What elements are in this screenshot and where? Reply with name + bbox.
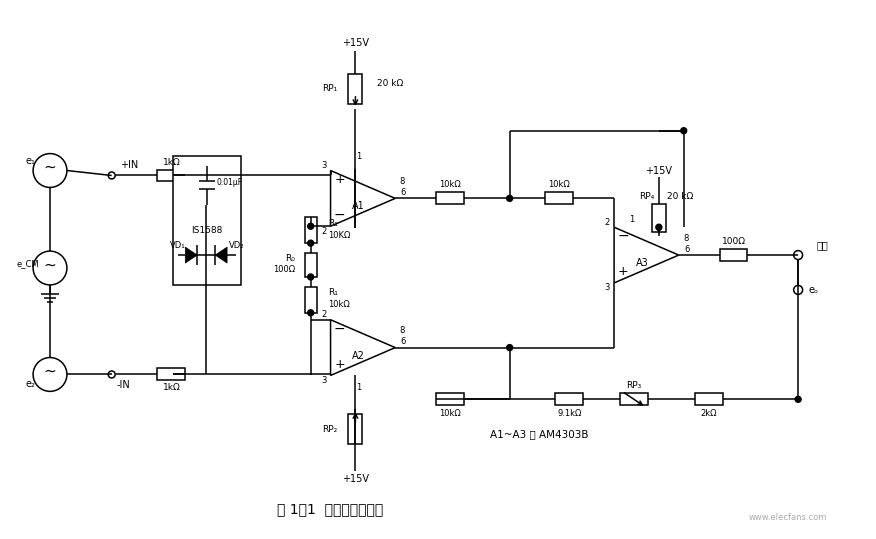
Text: 3: 3 [604, 284, 610, 292]
Text: 6: 6 [400, 188, 406, 197]
Bar [173, 156, 241, 285]
Text: 1kΩ: 1kΩ [163, 158, 180, 167]
Text: 10KΩ: 10KΩ [328, 231, 351, 240]
Bar [546, 192, 573, 204]
Text: 6: 6 [684, 245, 689, 254]
Text: R₁: R₁ [328, 219, 338, 228]
Text: 6: 6 [400, 337, 406, 346]
Text: A1: A1 [352, 202, 364, 211]
Text: 8: 8 [683, 234, 689, 243]
Text: A1~A3 为 AM4303B: A1~A3 为 AM4303B [491, 429, 589, 439]
Bar [620, 393, 648, 405]
Bar [436, 393, 464, 405]
Bar [158, 369, 186, 381]
Text: 10kΩ: 10kΩ [328, 300, 350, 309]
Text: 20 kΩ: 20 kΩ [667, 192, 693, 201]
Circle shape [506, 344, 512, 350]
Text: +IN: +IN [120, 160, 138, 170]
Bar [349, 414, 363, 444]
Text: 2: 2 [321, 310, 326, 319]
Text: www.elecfans.com: www.elecfans.com [749, 513, 827, 522]
Text: 0.01μF: 0.01μF [216, 178, 242, 187]
Text: e₁: e₁ [25, 156, 35, 165]
Circle shape [681, 128, 687, 134]
Text: 9.1kΩ: 9.1kΩ [557, 409, 582, 418]
Text: 2kΩ: 2kΩ [700, 409, 717, 418]
Text: 10kΩ: 10kΩ [439, 180, 461, 189]
Text: 100Ω: 100Ω [722, 237, 745, 246]
Text: 100Ω: 100Ω [272, 266, 294, 274]
Bar [305, 217, 316, 243]
Text: 1: 1 [356, 383, 361, 392]
Text: IS1588: IS1588 [192, 226, 223, 234]
Text: 输出: 输出 [816, 240, 828, 250]
Bar [652, 204, 666, 232]
Bar [158, 170, 186, 182]
Bar [555, 393, 583, 405]
Text: e₂: e₂ [25, 379, 35, 389]
Text: ~: ~ [44, 160, 56, 175]
Circle shape [795, 396, 802, 402]
Circle shape [656, 224, 662, 230]
Text: 10kΩ: 10kΩ [439, 409, 461, 418]
Text: +: + [335, 358, 345, 371]
Text: VD₂: VD₂ [230, 240, 244, 250]
Text: RP₂: RP₂ [322, 425, 337, 434]
Text: +15V: +15V [342, 474, 369, 484]
Text: ~: ~ [44, 364, 56, 379]
Text: -IN: -IN [117, 381, 131, 390]
Text: 1: 1 [629, 215, 634, 224]
Text: −: − [618, 229, 629, 243]
Text: 10kΩ: 10kΩ [548, 180, 570, 189]
Text: 3: 3 [321, 161, 326, 170]
Text: 20 kΩ: 20 kΩ [378, 79, 404, 88]
Text: RP₄: RP₄ [639, 192, 653, 201]
Bar [695, 393, 723, 405]
Text: +: + [335, 173, 345, 186]
Text: −: − [334, 322, 345, 336]
Circle shape [307, 310, 314, 316]
Text: −: − [334, 208, 345, 222]
Text: A3: A3 [636, 258, 648, 268]
Bar [436, 192, 464, 204]
Text: R₁: R₁ [328, 288, 338, 298]
Text: VD₁: VD₁ [170, 240, 185, 250]
Text: e_CM: e_CM [17, 259, 39, 268]
Text: eₒ: eₒ [808, 285, 818, 295]
Text: 8: 8 [399, 326, 405, 335]
Bar [305, 287, 316, 313]
Text: 2: 2 [321, 227, 326, 236]
Text: +15V: +15V [342, 38, 369, 48]
Text: ~: ~ [44, 258, 56, 273]
Text: RP₃: RP₃ [626, 381, 641, 390]
Circle shape [307, 240, 314, 246]
Text: +15V: +15V [646, 165, 673, 176]
Text: 2: 2 [604, 218, 610, 227]
Circle shape [307, 274, 314, 280]
Bar [719, 249, 747, 261]
Text: R₀: R₀ [285, 253, 294, 262]
Text: A2: A2 [352, 350, 364, 361]
Polygon shape [186, 247, 197, 263]
Text: RP₁: RP₁ [322, 85, 337, 93]
Bar [349, 74, 363, 104]
Circle shape [506, 195, 512, 202]
Text: +: + [618, 266, 628, 279]
Polygon shape [215, 247, 227, 263]
Text: 图 1－1  仪用放大器电路: 图 1－1 仪用放大器电路 [278, 502, 384, 516]
Bar [305, 253, 316, 277]
Text: 1kΩ: 1kΩ [163, 383, 180, 392]
Text: 3: 3 [321, 376, 326, 385]
Text: 8: 8 [399, 177, 405, 186]
Text: 1: 1 [356, 152, 361, 161]
Circle shape [307, 223, 314, 229]
